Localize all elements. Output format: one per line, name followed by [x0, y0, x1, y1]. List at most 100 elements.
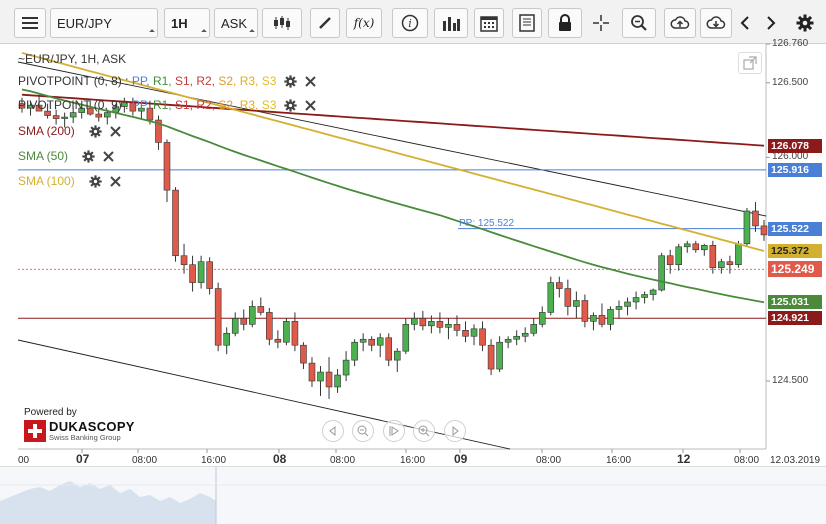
reset-view-button[interactable] — [383, 420, 405, 442]
sma50-remove-icon[interactable] — [103, 150, 114, 162]
volume-button[interactable] — [434, 8, 468, 38]
pivot2-item-3: R2, — [196, 98, 219, 112]
candle-body — [487, 344, 495, 370]
prev-button[interactable] — [732, 8, 758, 38]
candle-body — [104, 112, 111, 118]
draw-tool-button[interactable] — [310, 8, 340, 38]
dukascopy-logo: DUKASCOPY Swiss Banking Group — [24, 420, 135, 442]
sma200-label: SMA (200) — [18, 124, 75, 138]
calendar-button[interactable] — [474, 8, 504, 38]
sma100-settings-icon[interactable] — [89, 175, 102, 188]
info-icon: i — [401, 14, 419, 32]
pivot2-remove-icon[interactable] — [305, 99, 317, 111]
candle-body — [607, 309, 614, 325]
pivot2-item-4: S2, — [218, 98, 240, 112]
candle-body — [470, 328, 478, 337]
candle-body — [521, 332, 529, 337]
download-button[interactable] — [700, 8, 732, 38]
menu-button[interactable] — [14, 8, 46, 38]
triangle-right-icon — [452, 426, 459, 436]
price-chart[interactable] — [0, 0, 826, 466]
candle-body — [248, 306, 256, 325]
sma50-line — [21, 88, 765, 304]
candle-body — [462, 330, 469, 337]
pivot1-item-6: S3 — [261, 74, 277, 88]
period-value: 1H — [171, 15, 188, 31]
sma50-settings-icon[interactable] — [82, 150, 95, 163]
pivot2-item-2: S1, — [174, 98, 197, 112]
scroll-right-button[interactable] — [444, 420, 466, 442]
candle-body — [214, 288, 222, 346]
instrument-select[interactable]: EUR/JPY — [50, 8, 158, 38]
candle-body — [556, 282, 563, 289]
pivot1-sep: : — [121, 74, 132, 88]
sma100-remove-icon[interactable] — [109, 175, 121, 187]
pivot2-item-6: S3 — [261, 98, 277, 112]
candle-body — [445, 324, 452, 328]
x-tick-label: 08:00 — [330, 455, 356, 466]
pencil-icon — [319, 17, 331, 29]
instrument-value: EUR/JPY — [57, 15, 112, 31]
x-tick-label: 08 — [273, 452, 287, 466]
document-icon — [519, 14, 535, 32]
candle-body — [718, 261, 725, 268]
hamburger-icon — [22, 17, 38, 29]
pivot2-name: PIVOTPOINT (0, 9) — [18, 98, 122, 112]
zoom-out-button[interactable] — [352, 420, 374, 442]
candle-body — [274, 338, 282, 343]
candle-body — [342, 359, 350, 376]
candle-body — [317, 371, 324, 382]
expand-button[interactable] — [738, 52, 762, 74]
pivot1-remove-icon[interactable] — [305, 75, 317, 87]
gear-icon — [796, 14, 814, 32]
zoom-in-button[interactable] — [413, 420, 435, 442]
legend-pivot-1: PIVOTPOINT (0, 8) : PP, R1, S1, R2, S2, … — [18, 72, 317, 90]
sma50-label: SMA (50) — [18, 149, 69, 163]
x-tick-label: 07 — [76, 452, 90, 466]
candle-body — [760, 225, 768, 236]
pivot2-settings-icon[interactable] — [284, 99, 297, 112]
scroll-left-button[interactable] — [322, 420, 344, 442]
brand-name: DUKASCOPY — [49, 419, 135, 434]
x-tick-label: 12.03.2019 — [770, 455, 821, 466]
candle-body — [752, 210, 759, 227]
candle-body — [368, 338, 375, 346]
legend-sma200: SMA (200) — [18, 122, 121, 140]
candle-body — [735, 243, 742, 265]
candle-body — [411, 318, 418, 325]
sma200-remove-icon[interactable] — [109, 125, 121, 137]
settings-button[interactable] — [792, 8, 818, 38]
toolbar: EUR/JPY 1H ASK f(x) i — [0, 0, 826, 44]
candle-body — [632, 297, 640, 303]
info-button[interactable]: i — [392, 8, 428, 38]
sma200-settings-icon[interactable] — [89, 125, 102, 138]
report-button[interactable] — [512, 8, 542, 38]
x-tick-label: 16:00 — [201, 455, 227, 466]
sma100-line — [21, 52, 765, 252]
period-select[interactable]: 1H — [164, 8, 210, 38]
candle-body — [155, 119, 162, 143]
side-select[interactable]: ASK — [214, 8, 258, 38]
navigator-strip[interactable] — [0, 466, 826, 524]
crosshair-button[interactable] — [588, 8, 614, 38]
pivot1-item-5: R3, — [239, 74, 262, 88]
next-button[interactable] — [758, 8, 784, 38]
candle-body — [44, 110, 51, 116]
lock-button[interactable] — [548, 8, 582, 38]
candle-body — [61, 116, 68, 119]
candle-body — [86, 107, 94, 115]
indicators-button[interactable]: f(x) — [346, 8, 382, 38]
zoom-button[interactable] — [622, 8, 656, 38]
candle-body — [428, 321, 435, 327]
candle-body — [180, 255, 188, 265]
upload-button[interactable] — [664, 8, 696, 38]
candle-body — [419, 318, 427, 327]
legend-pivot-2: PIVOTPOINT (0, 9) : PP, R1, S1, R2, S2, … — [18, 96, 317, 114]
price-tag: 125.916 — [768, 162, 822, 177]
candle-body — [615, 306, 623, 310]
pivot2-item-0: PP, — [131, 98, 153, 112]
sma200-line — [21, 93, 765, 147]
chart-type-button[interactable] — [262, 8, 302, 38]
candle-body — [496, 341, 503, 370]
pivot1-settings-icon[interactable] — [284, 75, 297, 88]
